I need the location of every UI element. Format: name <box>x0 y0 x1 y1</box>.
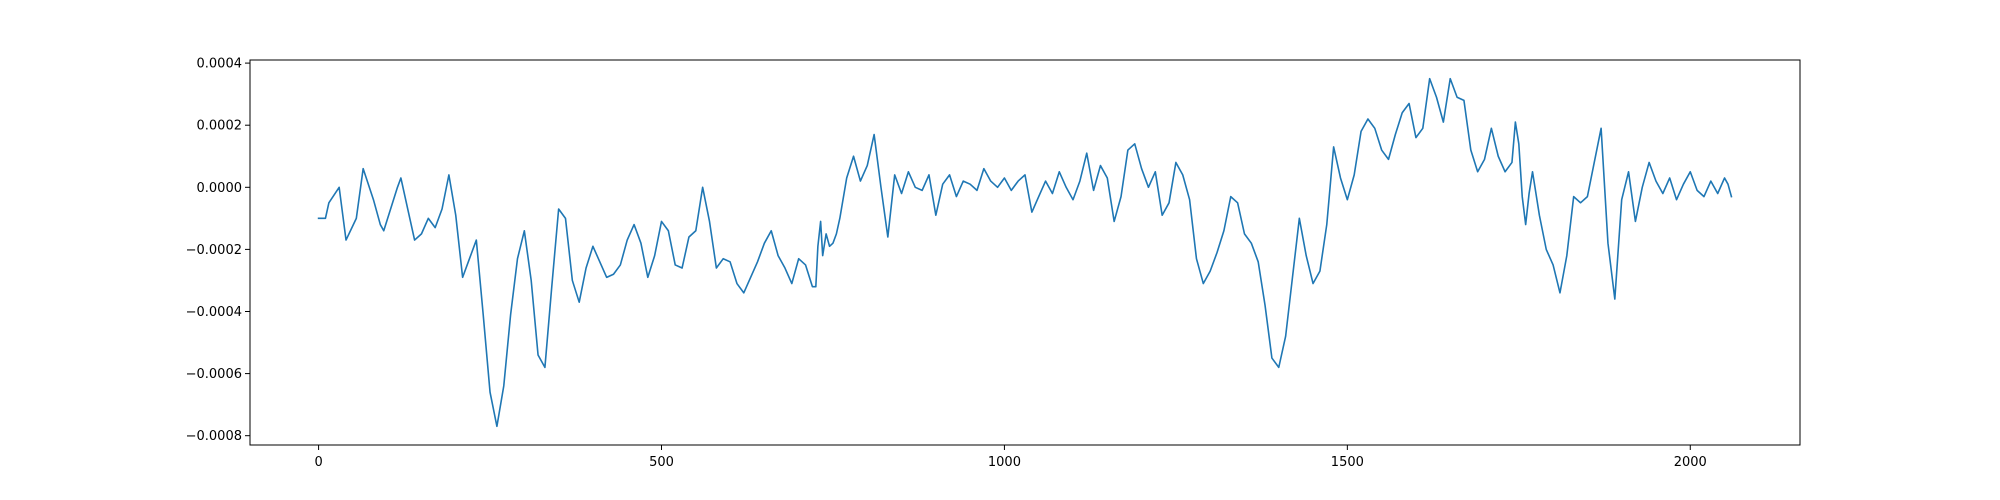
x-tick-label: 2000 <box>1674 455 1707 470</box>
y-tick-label: 0.0002 <box>197 119 243 134</box>
x-tick-label: 0 <box>314 455 322 470</box>
series-layer <box>317 77 1733 428</box>
y-tick-label: 0.0000 <box>197 181 243 196</box>
y-tick-label: −0.0008 <box>186 429 242 444</box>
series-line-1 <box>317 77 1733 428</box>
y-axis: 0.0004 0.0002 0.0000 −0.0002 −0.0004 −0.0006 −… <box>186 57 250 444</box>
y-tick-label: 0.0004 <box>197 57 243 72</box>
y-tick-label: −0.0004 <box>186 305 242 320</box>
x-tick-label: 1000 <box>988 455 1021 470</box>
x-axis: 0 500 1000 1500 2000 <box>314 445 1707 470</box>
y-tick-label: −0.0002 <box>186 243 242 258</box>
x-tick-label: 1500 <box>1331 455 1364 470</box>
y-tick-label: −0.0006 <box>186 367 242 382</box>
axes-frame <box>249 59 1801 446</box>
x-tick-label: 500 <box>649 455 674 470</box>
plot-area <box>249 59 1801 446</box>
